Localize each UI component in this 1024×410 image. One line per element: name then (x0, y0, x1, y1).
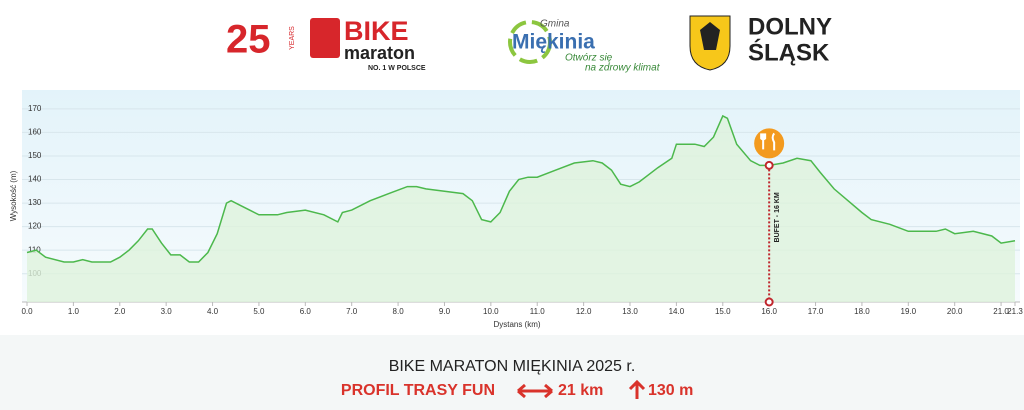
x-tick-label: 11.0 (530, 307, 546, 316)
footer-climb: 130 m (648, 382, 693, 399)
y-axis-label: Wysokość (m) (9, 170, 18, 221)
x-tick-label: 21.0 (993, 307, 1009, 316)
logo-gmina: Gmina (540, 19, 570, 30)
x-tick-label: 12.0 (576, 307, 592, 316)
logo-name: Miękinia (512, 31, 595, 54)
y-tick-label: 160 (28, 128, 42, 137)
annotation-point (764, 160, 774, 170)
x-tick-label: 16.0 (761, 307, 777, 316)
logo-years: YEARS (289, 26, 296, 50)
x-tick-label: 5.0 (253, 307, 265, 316)
logo-slogan: na zdrowy klimat (585, 63, 661, 74)
logo-dolny-slask: DOLNY ŚLĄSK (689, 13, 832, 71)
logo-line: DOLNY (748, 13, 832, 40)
bufet-icon-symbol (760, 132, 776, 151)
x-tick-label: 10.0 (483, 307, 499, 316)
y-tick-label: 150 (28, 151, 42, 160)
x-tick-label: 19.0 (901, 307, 917, 316)
logo-eagle (700, 22, 720, 50)
distance-icon (517, 383, 553, 399)
line (26, 114, 1016, 263)
x-tick-label: 14.0 (669, 307, 685, 316)
bufet-icon (754, 128, 785, 159)
footer-distance: 21 km (558, 382, 603, 399)
x-tick-label: 8.0 (393, 307, 405, 316)
logo-bike: BIKE (344, 16, 409, 46)
logo-miekinia: Gmina Miękinia Otwórz się na zdrowy klim… (508, 19, 661, 74)
x-tick-label: 21.3 (1007, 307, 1023, 316)
x-axis-label: Dystans (km) (493, 320, 540, 329)
x-tick-label: 20.0 (947, 307, 963, 316)
footer-title: BIKE MARATON MIĘKINIA 2025 r. (389, 358, 636, 375)
x-tick-label: 4.0 (207, 307, 219, 316)
y-tick-label: 120 (28, 222, 42, 231)
logo-ring (508, 20, 552, 64)
x-tick-label: 7.0 (346, 307, 358, 316)
x-tick-label: 9.0 (439, 307, 451, 316)
x-tick-label: 0.0 (21, 307, 33, 316)
logo-line: ŚLĄSK (748, 38, 830, 66)
y-tick-label: 130 (28, 198, 42, 207)
x-tick-label: 15.0 (715, 307, 731, 316)
logo-number: 25 (226, 18, 271, 62)
x-tick-label: 2.0 (114, 307, 126, 316)
logo-icon (310, 18, 340, 58)
x-tick-label: 6.0 (300, 307, 312, 316)
y-tick-label: 140 (28, 175, 42, 184)
annotation-base (764, 297, 774, 307)
area (27, 115, 1015, 303)
logo-slogan: Otwórz się (565, 53, 613, 64)
y-tick-label: 110 (28, 245, 41, 254)
x-tick-label: 13.0 (622, 307, 638, 316)
footer-background (0, 335, 1024, 410)
annotation-label: BUFET - 16 KM (774, 192, 781, 242)
plot: 1001101201301401501601700.01.02.03.04.05… (21, 104, 1023, 316)
x-tick-label: 17.0 (808, 307, 824, 316)
logo-tagline: NO. 1 W POLSCE (368, 65, 426, 72)
footer-subtitle: PROFIL TRASY FUN (341, 382, 495, 399)
logo-bike-maraton: 25 YEARS BIKE maraton NO. 1 W POLSCE (226, 16, 426, 72)
y-tick-label: 170 (28, 104, 42, 113)
x-tick-label: 1.0 (68, 307, 80, 316)
logo-maraton: maraton (344, 43, 415, 63)
x-tick-label: 3.0 (161, 307, 173, 316)
x-tick-label: 18.0 (854, 307, 870, 316)
climb-icon (628, 379, 646, 399)
